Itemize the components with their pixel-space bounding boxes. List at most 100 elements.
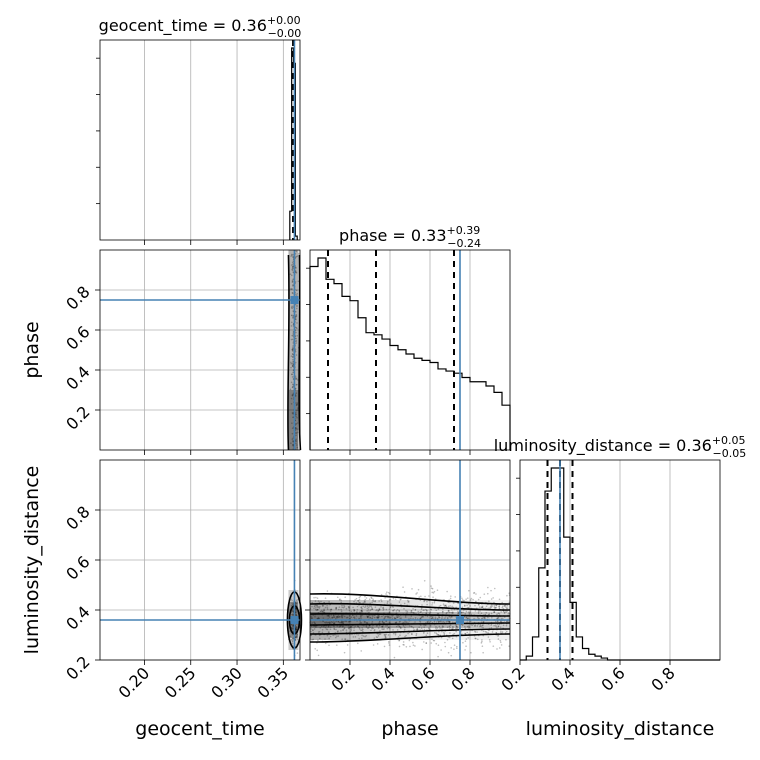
sample-point (295, 315, 298, 318)
sample-point (291, 602, 293, 605)
sample-point (402, 643, 405, 646)
sample-point (335, 635, 338, 637)
sample-point (295, 311, 297, 313)
sample-point (490, 598, 493, 600)
sample-point (319, 627, 322, 629)
sample-point (436, 633, 438, 635)
sample-point (364, 595, 366, 598)
sample-point (370, 605, 372, 607)
sample-point (295, 627, 297, 629)
sample-point (290, 381, 293, 384)
sample-point (328, 631, 330, 634)
sample-point (291, 281, 294, 283)
sample-point (314, 604, 316, 607)
sample-point (356, 611, 358, 614)
sample-point (296, 652, 299, 654)
sample-point (333, 627, 335, 630)
sample-point (296, 444, 298, 446)
sample-point (437, 612, 439, 615)
panel-title-phase: phase = 0.33+0.39 −0.24 (339, 224, 481, 250)
sample-point (292, 365, 294, 368)
sample-point (318, 630, 321, 633)
sample-point (380, 599, 382, 601)
sample-point (317, 600, 320, 602)
sample-point (292, 283, 294, 286)
sample-point (360, 611, 362, 614)
sample-point (359, 621, 362, 624)
sample-point (292, 263, 294, 266)
sample-point (405, 634, 407, 637)
sample-point (295, 440, 298, 442)
sample-point (298, 253, 300, 255)
sample-point (366, 615, 369, 618)
sample-point (294, 625, 297, 628)
grid-lines (144, 40, 284, 240)
sample-point (461, 624, 464, 627)
sample-point (295, 339, 298, 342)
sample-point (313, 607, 315, 610)
sample-point (341, 626, 344, 628)
sample-point (295, 628, 297, 630)
sample-point (431, 604, 433, 606)
sample-point (295, 378, 298, 380)
sample-point (394, 617, 397, 620)
sample-point (467, 617, 470, 620)
sample-point (318, 617, 320, 620)
sample-point (479, 625, 482, 627)
sample-point (365, 625, 367, 627)
sample-point (423, 609, 425, 611)
sample-point (360, 610, 363, 612)
sample-point (347, 621, 350, 623)
sample-point (369, 616, 372, 619)
sample-point (450, 654, 453, 657)
sample-point (292, 393, 294, 396)
sample-point (327, 614, 330, 617)
sample-point (428, 628, 431, 630)
sample-point (289, 288, 292, 290)
sample-point (415, 593, 417, 595)
sample-point (318, 634, 321, 637)
sample-point (426, 603, 428, 606)
sample-point (395, 616, 398, 618)
sample-point (503, 604, 506, 607)
sample-point (321, 631, 324, 634)
sample-point (441, 611, 444, 613)
sample-point (346, 616, 349, 619)
sample-point (472, 598, 474, 601)
sample-point (295, 626, 298, 629)
sample-point (364, 605, 367, 607)
sample-point (412, 644, 415, 646)
sample-point (507, 612, 510, 615)
sample-point (356, 642, 359, 645)
sample-point (398, 621, 401, 623)
sample-point (386, 624, 389, 627)
sample-point (356, 605, 359, 608)
sample-point (443, 632, 446, 635)
sample-point (384, 634, 386, 636)
sample-point (360, 617, 362, 620)
sample-point (382, 606, 385, 609)
sample-point (290, 598, 293, 600)
sample-point (292, 360, 294, 363)
sample-point (326, 614, 329, 617)
sample-point (438, 616, 440, 618)
sample-point (291, 373, 293, 376)
sample-point (317, 606, 320, 608)
sample-point (437, 644, 440, 646)
sample-point (432, 639, 435, 642)
sample-point (292, 271, 294, 273)
sample-point (295, 326, 297, 329)
sample-point (497, 612, 500, 614)
sample-point (291, 627, 294, 629)
sample-point (388, 621, 391, 624)
sample-point (494, 607, 496, 610)
sample-point (324, 638, 326, 640)
sample-point (336, 596, 339, 599)
contour-line (309, 592, 511, 643)
sample-point (407, 601, 410, 603)
sample-point (310, 625, 313, 628)
grid-lines (100, 460, 300, 661)
sample-point (416, 629, 419, 631)
sample-point (291, 261, 294, 264)
sample-point (358, 601, 360, 604)
